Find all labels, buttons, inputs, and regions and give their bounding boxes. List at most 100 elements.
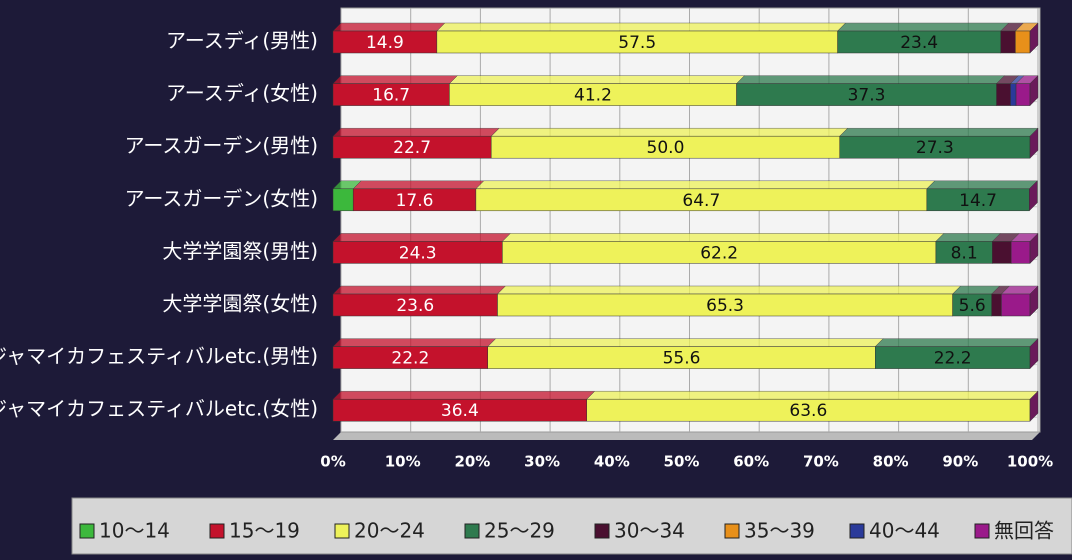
value-label: 22.2	[934, 349, 972, 369]
category-label: 大学学園祭(女性)	[162, 292, 318, 316]
bar	[992, 241, 1012, 264]
bar-top	[487, 338, 884, 347]
value-label: 8.1	[951, 243, 978, 263]
value-label: 22.7	[393, 138, 431, 158]
bar	[996, 83, 1011, 106]
bar	[1015, 30, 1031, 54]
value-label: 24.3	[399, 243, 437, 263]
legend-swatch	[209, 523, 225, 539]
bar-top	[475, 180, 936, 190]
legend-label: 無回答	[994, 519, 1054, 543]
bar-side	[1029, 390, 1039, 422]
category-label: ジャマイカフェスティバルetc.(男性)	[0, 344, 318, 368]
value-label: 41.2	[574, 86, 612, 106]
bar-top	[935, 233, 1001, 242]
x-tick-label: 40%	[594, 453, 630, 471]
x-tick-label: 60%	[733, 453, 769, 471]
legend-swatch	[79, 523, 95, 539]
bar-top	[332, 75, 459, 84]
category-label: アースガーデン(男性)	[125, 134, 318, 158]
value-label: 62.2	[700, 243, 738, 263]
x-tick-label: 100%	[1007, 453, 1053, 471]
bar-side	[1029, 74, 1039, 107]
legend-label: 30～34	[614, 519, 685, 543]
value-label: 55.6	[663, 349, 701, 369]
bar	[1010, 241, 1031, 264]
bar-top	[490, 127, 849, 137]
category-label: アースガーデン(女性)	[125, 186, 318, 210]
legend-swatch	[464, 523, 480, 539]
x-tick-label: 50%	[664, 453, 700, 471]
value-label: 23.4	[900, 33, 938, 53]
bar-top	[735, 75, 1006, 84]
bar-top	[501, 233, 945, 242]
value-label: 16.7	[372, 86, 410, 106]
bar-top	[436, 22, 847, 32]
bar-top	[332, 127, 500, 137]
bar-top	[496, 285, 962, 295]
value-label: 14.7	[959, 191, 997, 211]
value-label: 27.3	[916, 138, 954, 158]
legend-swatch	[974, 523, 990, 539]
value-label: 63.6	[789, 401, 827, 421]
bar-side	[1029, 22, 1039, 54]
bar-top	[352, 180, 485, 190]
value-label: 37.3	[848, 86, 886, 106]
value-label: 14.9	[366, 33, 404, 53]
value-label: 65.3	[706, 296, 744, 316]
legend-swatch	[594, 523, 610, 539]
category-label: アースディ(女性)	[166, 81, 318, 105]
legend-label: 15～19	[229, 519, 300, 543]
bar-top	[332, 338, 497, 347]
bar-top	[332, 22, 446, 32]
legend-swatch	[724, 523, 740, 539]
bar-top	[332, 285, 507, 295]
x-tick-label: 30%	[524, 453, 560, 471]
value-label: 64.7	[682, 191, 720, 211]
category-label: ジャマイカフェスティバルetc.(女性)	[0, 397, 318, 421]
bar	[991, 293, 1002, 317]
x-tick-label: 70%	[803, 453, 839, 471]
bar	[1000, 30, 1016, 54]
legend-label: 25～29	[484, 519, 555, 543]
x-tick-label: 80%	[873, 453, 909, 471]
bar-top	[874, 338, 1039, 347]
legend-swatch	[334, 523, 350, 539]
legend-label: 10～14	[99, 519, 170, 543]
x-tick-label: 10%	[385, 453, 421, 471]
bar-top	[448, 75, 746, 84]
value-label: 5.6	[959, 296, 986, 316]
bar-top	[586, 390, 1039, 400]
bar-side	[1029, 180, 1038, 212]
x-tick-label: 20%	[454, 453, 490, 471]
category-label: 大学学園祭(男性)	[162, 239, 318, 263]
value-label: 50.0	[647, 138, 685, 158]
value-label: 23.6	[396, 296, 434, 316]
bar-top	[332, 233, 511, 242]
legend-label: 35～39	[744, 519, 815, 543]
x-tick-label: 90%	[942, 453, 978, 471]
bar-top	[926, 180, 1038, 190]
bar-side	[1029, 337, 1039, 370]
bar-top	[839, 127, 1039, 137]
bar-top	[837, 22, 1010, 32]
x-tick-label: 0%	[320, 453, 345, 471]
bar	[1001, 293, 1031, 317]
bar	[1010, 83, 1017, 106]
bar-side	[1029, 285, 1039, 317]
value-label: 17.6	[396, 191, 434, 211]
bar	[1015, 83, 1031, 106]
bar-side	[1029, 232, 1039, 265]
floor	[333, 432, 1040, 440]
bar-side	[1029, 127, 1039, 159]
legend-label: 40～44	[869, 519, 940, 543]
value-label: 57.5	[618, 33, 656, 53]
bar-top	[332, 390, 596, 400]
bar	[332, 188, 354, 212]
legend-label: 20～24	[354, 519, 425, 543]
legend-box	[71, 497, 1072, 555]
category-label: アースディ(男性)	[166, 29, 318, 53]
legend-swatch	[849, 523, 865, 539]
value-label: 36.4	[441, 401, 479, 421]
